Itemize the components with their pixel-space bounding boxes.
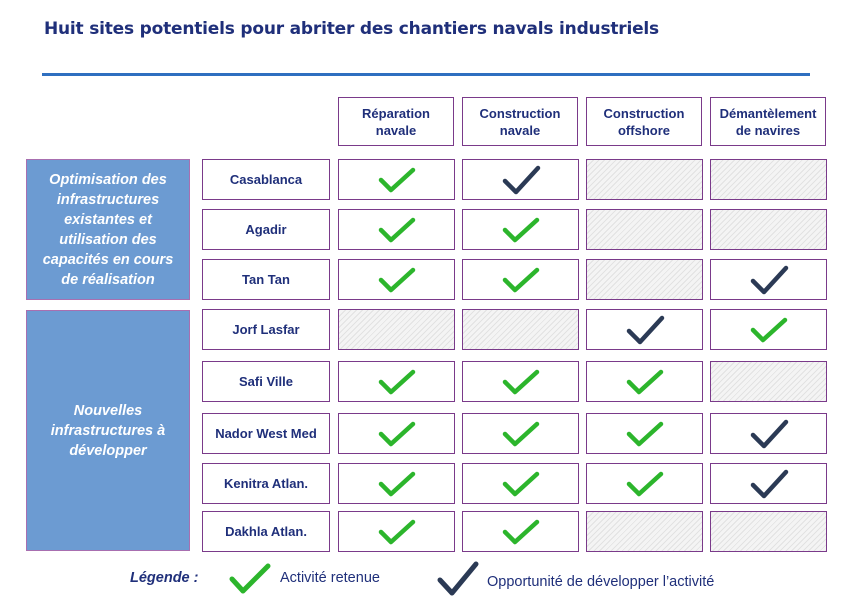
green-check-icon (626, 471, 663, 496)
check-cell (586, 361, 703, 402)
green-check-icon (502, 217, 539, 242)
empty-cell (710, 209, 827, 250)
check-cell (462, 209, 579, 250)
empty-cell (586, 511, 703, 552)
empty-cell (710, 159, 827, 200)
check-cell (338, 511, 455, 552)
check-cell (586, 413, 703, 454)
check-cell (338, 259, 455, 300)
site-name-cell: Agadir (202, 209, 330, 250)
title-underline (42, 73, 810, 76)
empty-cell (586, 259, 703, 300)
green-check-icon (378, 267, 415, 292)
site-name-cell: Dakhla Atlan. (202, 511, 330, 552)
green-check-icon (378, 421, 415, 446)
column-header-line: Construction (603, 105, 685, 121)
page-title: Huit sites potentiels pour abriter des c… (44, 19, 659, 39)
green-check-icon (626, 421, 663, 446)
site-name-cell: Nador West Med (202, 413, 330, 454)
column-header-line: de navires (735, 122, 801, 138)
check-cell (710, 309, 827, 350)
empty-cell (586, 159, 703, 200)
group-nouvelles-infrastructures: Nouvelles infrastructures à développer (26, 310, 190, 551)
dark-check-icon (750, 469, 788, 498)
green-check-icon (502, 369, 539, 394)
column-header-construction-offshore: Construction offshore (586, 97, 702, 146)
empty-cell (710, 511, 827, 552)
check-cell (462, 259, 579, 300)
check-cell (710, 259, 827, 300)
empty-cell (338, 309, 455, 350)
check-cell (710, 463, 827, 504)
green-check-icon (502, 471, 539, 496)
green-check-icon (378, 167, 415, 192)
legend-retained-text: Activité retenue (280, 570, 380, 586)
column-header-construction-navale: Construction navale (462, 97, 578, 146)
green-check-icon (378, 369, 415, 394)
site-name-cell: Casablanca (202, 159, 330, 200)
check-cell (462, 361, 579, 402)
check-cell (338, 413, 455, 454)
green-check-icon (502, 421, 539, 446)
dark-check-icon (750, 265, 788, 294)
group-optimisation: Optimisation des infrastructures existan… (26, 159, 190, 300)
column-header-demantelement: Démantèlement de navires (710, 97, 826, 146)
site-name-cell: Safi Ville (202, 361, 330, 402)
column-header-line: navale (375, 122, 417, 138)
column-header-reparation: Réparation navale (338, 97, 454, 146)
green-check-icon (378, 471, 415, 496)
check-cell (338, 159, 455, 200)
legend-label: Légende : (130, 570, 199, 586)
site-name-cell: Kenitra Atlan. (202, 463, 330, 504)
site-name-cell: Tan Tan (202, 259, 330, 300)
column-header-line: offshore (617, 122, 670, 138)
column-header-line: Réparation (362, 105, 430, 121)
check-cell (462, 511, 579, 552)
site-name-cell: Jorf Lasfar (202, 309, 330, 350)
empty-cell (586, 209, 703, 250)
column-header-line: Démantèlement (719, 105, 817, 121)
check-cell (462, 413, 579, 454)
green-check-icon (626, 369, 663, 394)
empty-cell (462, 309, 579, 350)
check-cell (462, 463, 579, 504)
green-check-icon (378, 519, 415, 544)
check-cell (462, 159, 579, 200)
check-cell (710, 413, 827, 454)
legend-opportunity-text: Opportunité de développer l’activité (487, 574, 715, 590)
green-check-icon (750, 317, 787, 342)
dark-check-icon (750, 419, 788, 448)
group-label: Optimisation des infrastructures existan… (42, 171, 174, 288)
legend-green-check-icon (229, 563, 271, 594)
column-header-line: navale (499, 122, 541, 138)
dark-check-icon (502, 165, 540, 194)
check-cell (338, 361, 455, 402)
green-check-icon (378, 217, 415, 242)
check-cell (586, 463, 703, 504)
group-label: Nouvelles infrastructures à développer (50, 402, 166, 459)
check-cell (338, 463, 455, 504)
dark-check-icon (626, 315, 664, 344)
column-header-line: Construction (479, 105, 561, 121)
empty-cell (710, 361, 827, 402)
green-check-icon (502, 267, 539, 292)
check-cell (338, 209, 455, 250)
legend-dark-check-icon (437, 561, 479, 596)
check-cell (586, 309, 703, 350)
green-check-icon (502, 519, 539, 544)
